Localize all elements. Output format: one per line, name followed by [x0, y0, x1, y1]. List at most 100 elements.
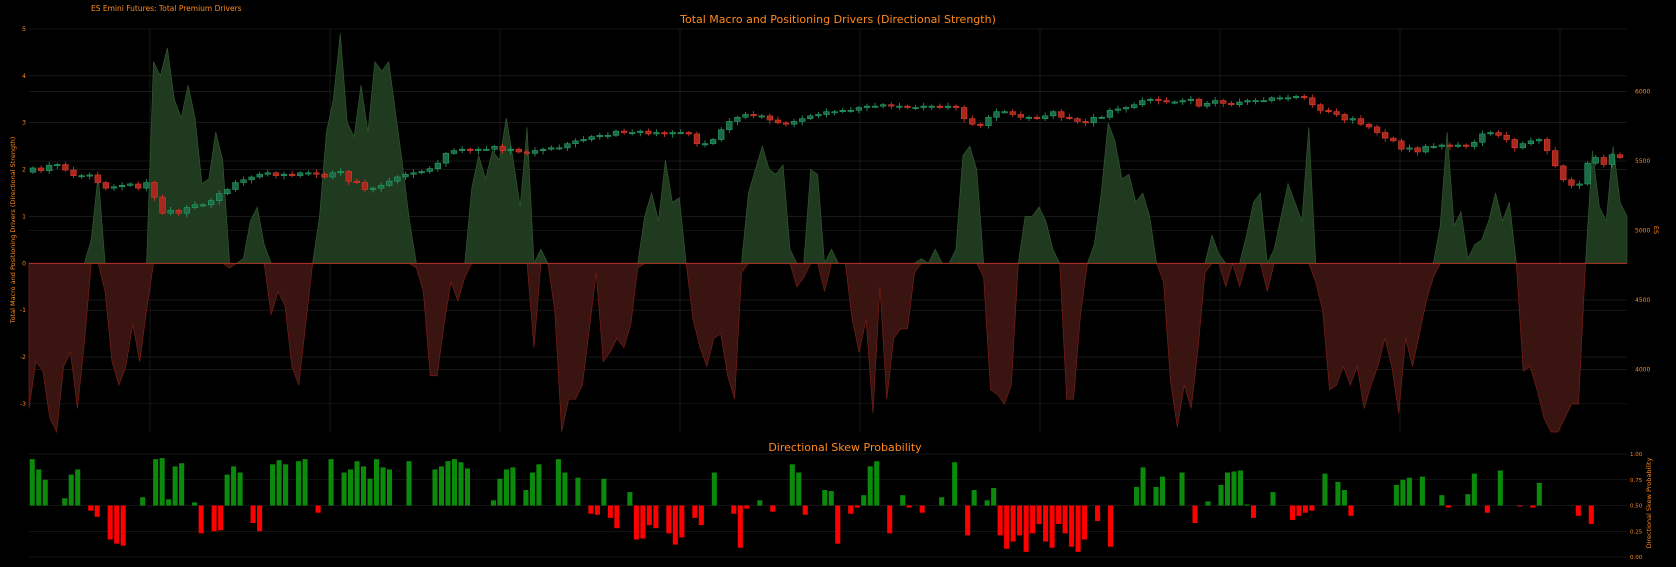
skew-bar-positive	[510, 467, 516, 506]
candle-body	[1430, 146, 1437, 148]
candle-body	[1244, 100, 1251, 103]
candle-body	[313, 172, 320, 175]
skew-bar-positive	[328, 459, 334, 506]
skew-bar-negative	[802, 505, 808, 515]
candle-body	[110, 186, 118, 189]
skew-y-axis-label: Directional Skew Probability	[1645, 458, 1653, 549]
skew-bar-positive	[796, 472, 802, 506]
candle-body	[1195, 98, 1203, 107]
candle-body	[831, 111, 838, 114]
candle-body	[1147, 98, 1154, 101]
skew-bar-negative	[1302, 505, 1308, 513]
header-title: ES Emini Futures: Total Premium Drivers	[91, 4, 242, 13]
skew-axes: 0.00 0.25 0.50 0.75 1.00	[1630, 452, 1643, 561]
skew-bar-positive	[153, 459, 159, 506]
candle-body	[1033, 116, 1041, 119]
skew-bar-negative	[906, 505, 912, 508]
skew-bar-negative	[1250, 505, 1257, 518]
candle-body	[1568, 179, 1575, 186]
skew-bar-positive	[367, 478, 373, 506]
candle-body	[969, 118, 976, 125]
skew-y-tick-label: 0.75	[1630, 478, 1643, 484]
candle-body	[880, 104, 887, 107]
candle-body	[434, 162, 441, 169]
skew-bar-negative	[1069, 505, 1075, 547]
candle-body	[799, 118, 806, 122]
skew-bar-positive	[224, 474, 230, 506]
candle-body	[135, 183, 142, 189]
candle-body	[329, 172, 336, 178]
candle-body	[1471, 141, 1478, 147]
candle-body	[912, 107, 919, 110]
candle-body	[1333, 111, 1340, 115]
skew-bar-positive	[62, 498, 68, 506]
es-candlestick-series	[29, 93, 1624, 217]
candle-body	[645, 130, 652, 135]
skew-bar-negative	[698, 505, 704, 526]
skew-bar-positive	[1153, 486, 1159, 506]
skew-bar-negative	[887, 505, 893, 534]
candle-body	[46, 164, 53, 172]
candle-body	[1446, 144, 1454, 147]
candle-body	[1260, 100, 1267, 103]
candle-body	[167, 210, 174, 214]
candle-body	[539, 148, 547, 151]
skew-bar-positive	[789, 464, 795, 506]
skew-bar-positive	[140, 497, 146, 506]
main-chart-title: Total Macro and Positioning Drivers (Dir…	[679, 13, 996, 26]
skew-bar-positive	[445, 461, 451, 506]
candle-body	[548, 147, 555, 150]
skew-bar-positive	[1231, 471, 1237, 506]
skew-bar-positive	[1140, 467, 1146, 506]
candle-body	[483, 148, 490, 151]
skew-bar-negative	[218, 505, 224, 531]
candle-body	[572, 140, 579, 144]
skew-y-tick-label: 1.00	[1630, 452, 1643, 458]
candle-body	[1090, 116, 1097, 124]
candle-body	[904, 105, 911, 108]
skew-bar-negative	[1517, 505, 1523, 507]
candle-body	[1382, 132, 1389, 139]
main-y-tick-label: 1	[22, 213, 26, 220]
es-y-tick-label: 6000	[1635, 89, 1650, 96]
skew-bar-positive	[432, 469, 438, 506]
candle-body	[888, 104, 895, 107]
skew-bar-positive	[1406, 477, 1412, 506]
skew-bar-negative	[731, 505, 737, 514]
skew-y-tick-label: 0.00	[1630, 555, 1643, 561]
skew-bar-positive	[828, 491, 834, 506]
es-y-tick-label: 4000	[1635, 366, 1650, 373]
skew-bar-positive	[302, 459, 308, 506]
main-y-tick-label: 0	[22, 260, 26, 267]
skew-bar-positive	[1160, 476, 1166, 506]
candle-body	[1390, 137, 1397, 142]
candle-body	[669, 132, 676, 135]
candle-body	[118, 185, 126, 188]
candle-body	[1519, 143, 1526, 149]
skew-bar-positive	[1393, 484, 1399, 506]
main-y-tick-label: -1	[20, 307, 26, 314]
candle-body	[515, 148, 522, 153]
candle-body	[677, 132, 684, 135]
skew-bar-negative	[1043, 505, 1049, 542]
candle-body	[1284, 97, 1292, 100]
candle-body	[961, 107, 968, 119]
candle-body	[426, 168, 433, 172]
skew-bar-positive	[627, 492, 633, 506]
candle-body	[1252, 100, 1259, 103]
skew-bar-positive	[1134, 486, 1140, 506]
candle-body	[345, 171, 352, 182]
skew-bar-positive	[1218, 484, 1224, 506]
skew-bar-negative	[633, 505, 639, 540]
candle-body	[1608, 154, 1616, 165]
candle-body	[1212, 100, 1219, 104]
skew-bar-positive	[601, 478, 607, 506]
candle-body	[661, 132, 668, 135]
candle-body	[629, 132, 636, 135]
candle-body	[232, 182, 239, 190]
skew-bar-positive	[1224, 472, 1231, 506]
skew-bar-positive	[1471, 473, 1477, 506]
candle-body	[564, 143, 571, 149]
main-y-tick-label: -2	[20, 354, 26, 361]
